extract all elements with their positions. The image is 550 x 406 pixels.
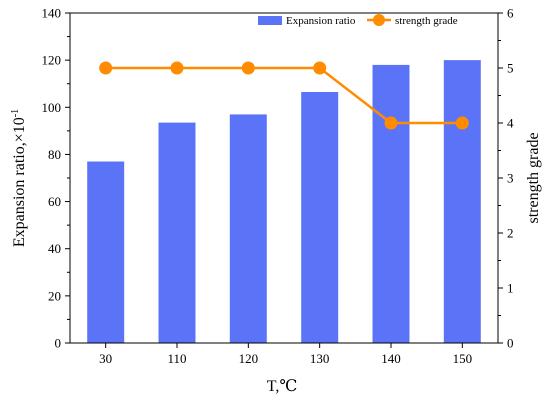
- bars-layer: [87, 60, 481, 344]
- legend-label-strength-grade: strength grade: [395, 15, 458, 27]
- point-140: [384, 116, 398, 130]
- bar-150: [443, 60, 481, 343]
- y-left-tick-label: 0: [55, 336, 62, 351]
- point-110: [170, 61, 184, 75]
- y-axis-right-title: strength grade: [525, 132, 542, 223]
- y-left-tick-label: 60: [48, 194, 61, 209]
- legend-marker-strength-grade: [373, 14, 385, 26]
- y-left-tick-label: 80: [48, 147, 61, 162]
- y-left-tick-label: 20: [48, 288, 61, 303]
- x-tick-label: 30: [99, 351, 112, 366]
- line-layer: [99, 61, 469, 130]
- plot-frame: [69, 12, 499, 344]
- y-right-tick-label: 2: [507, 226, 514, 241]
- bar-120: [229, 114, 267, 344]
- y-left-tick-label: 140: [42, 6, 62, 21]
- ticks-layer: 0 20 40 60 80 100 120 140 0 1 2 3 4 5 6 30 110 120 130 140 1…: [42, 6, 515, 367]
- x-tick-label: 110: [167, 351, 186, 366]
- bar-30: [87, 161, 125, 343]
- y-left-tick-label: 40: [48, 241, 61, 256]
- x-axis-title: T,℃: [267, 378, 297, 395]
- y-axis-left-title: Expansion ratio,×10-1: [10, 109, 28, 247]
- bar-140: [372, 64, 410, 344]
- legend-swatch-expansion-ratio: [258, 16, 282, 25]
- y-right-tick-label: 0: [507, 336, 514, 351]
- y-axis-left-title-main: Expansion ratio,×10: [11, 117, 28, 247]
- point-120: [241, 61, 255, 75]
- x-tick-label: 120: [239, 351, 259, 366]
- y-left-tick-label: 120: [42, 53, 62, 68]
- legend-label-expansion-ratio: Expansion ratio: [286, 15, 356, 27]
- bar-110: [158, 122, 196, 343]
- y-axis-left-title-superscript: -1: [10, 109, 21, 117]
- point-30: [99, 61, 113, 75]
- bar-130: [301, 92, 339, 343]
- x-tick-label: 150: [453, 351, 473, 366]
- x-tick-label: 140: [381, 351, 401, 366]
- y-right-tick-label: 1: [507, 281, 514, 296]
- y-left-tick-label: 100: [42, 100, 62, 115]
- y-right-tick-label: 4: [507, 116, 514, 131]
- axes-layer: [69, 12, 499, 344]
- y-right-tick-label: 3: [507, 171, 514, 186]
- strength-grade-line: [105, 66, 463, 125]
- y-right-tick-label: 6: [507, 6, 514, 21]
- legend: Expansion ratio strength grade: [258, 14, 458, 27]
- point-130: [313, 61, 327, 75]
- point-150: [455, 116, 469, 130]
- y-right-tick-label: 5: [507, 61, 514, 76]
- x-tick-label: 130: [310, 351, 330, 366]
